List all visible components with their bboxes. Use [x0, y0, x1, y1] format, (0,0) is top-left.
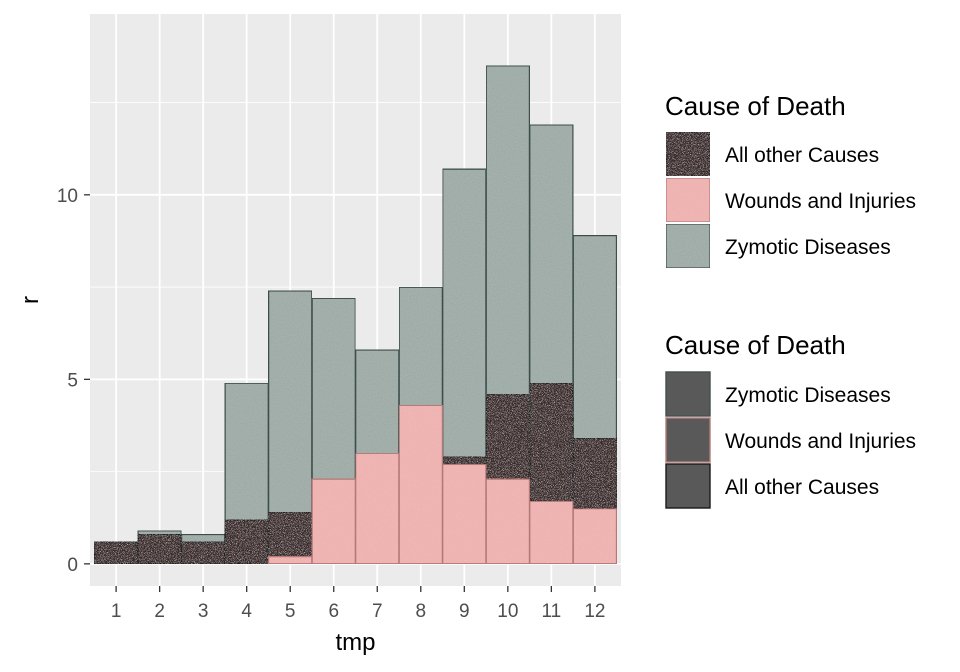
- x-tick-label: 2: [154, 601, 165, 622]
- y-tick-label: 10: [57, 186, 78, 207]
- x-tick-label: 6: [328, 601, 339, 622]
- x-tick-label: 5: [285, 601, 296, 622]
- bar-wounds-and-injuries-5: [267, 555, 313, 565]
- x-tick-label: 4: [241, 601, 252, 622]
- legend-outline-label: Zymotic Diseases: [725, 384, 891, 407]
- bar-wounds-and-injuries-12: [572, 507, 618, 565]
- legend-outline: Cause of Death Zymotic Diseases Wounds an…: [665, 330, 916, 509]
- x-tick-label: 3: [198, 601, 209, 622]
- bar-wounds-and-injuries-7: [354, 452, 400, 565]
- legend-fill-key-all-other-causes: [665, 131, 711, 177]
- legend-fill-title: Cause of Death: [665, 91, 846, 121]
- legend-outline-key-zymotic-diseases: [665, 371, 711, 417]
- legend-fill-key-wounds-and-injuries: [665, 177, 711, 223]
- bar-wounds-and-injuries-6: [311, 478, 357, 565]
- x-tick-label: 12: [584, 601, 605, 622]
- y-tick-label: 5: [67, 370, 78, 391]
- legend-fill-key-zymotic-diseases: [665, 223, 711, 269]
- legend-outline-label: All other Causes: [725, 476, 879, 499]
- series-wounds-and-injuries: [267, 404, 618, 565]
- x-tick-label: 10: [497, 601, 518, 622]
- bar-all-other-causes-2: [137, 533, 183, 565]
- bar-all-other-causes-3: [180, 540, 226, 565]
- legend-fill-label: Zymotic Diseases: [725, 236, 891, 259]
- bar-all-other-causes-4: [224, 518, 270, 565]
- bar-wounds-and-injuries-11: [528, 500, 574, 565]
- legend-fill: Cause of Death All other Causes Wounds an…: [665, 91, 916, 269]
- legend-outline-key-all-other-causes: [665, 463, 711, 509]
- legend-outline-label: Wounds and Injuries: [725, 430, 916, 453]
- bars: [93, 64, 618, 565]
- bar-wounds-and-injuries-9: [441, 463, 487, 565]
- y-tick-label: 0: [67, 555, 78, 576]
- legend-outline-title: Cause of Death: [665, 330, 846, 360]
- x-tick-label: 1: [111, 601, 122, 622]
- x-axis-title: tmp: [335, 629, 375, 656]
- x-tick-label: 7: [372, 601, 383, 622]
- y-axis-title: r: [17, 296, 44, 304]
- bar-wounds-and-injuries-10: [485, 478, 531, 565]
- legend-outline-key-wounds-and-injuries: [665, 417, 711, 463]
- bar-wounds-and-injuries-8: [398, 404, 444, 565]
- x-tick-label: 11: [541, 601, 561, 622]
- x-tick-label: 9: [459, 601, 470, 622]
- x-tick-label: 8: [415, 601, 426, 622]
- bar-all-other-causes-1: [93, 540, 139, 565]
- legend-fill-label: All other Causes: [725, 144, 879, 167]
- legend-fill-label: Wounds and Injuries: [725, 190, 916, 213]
